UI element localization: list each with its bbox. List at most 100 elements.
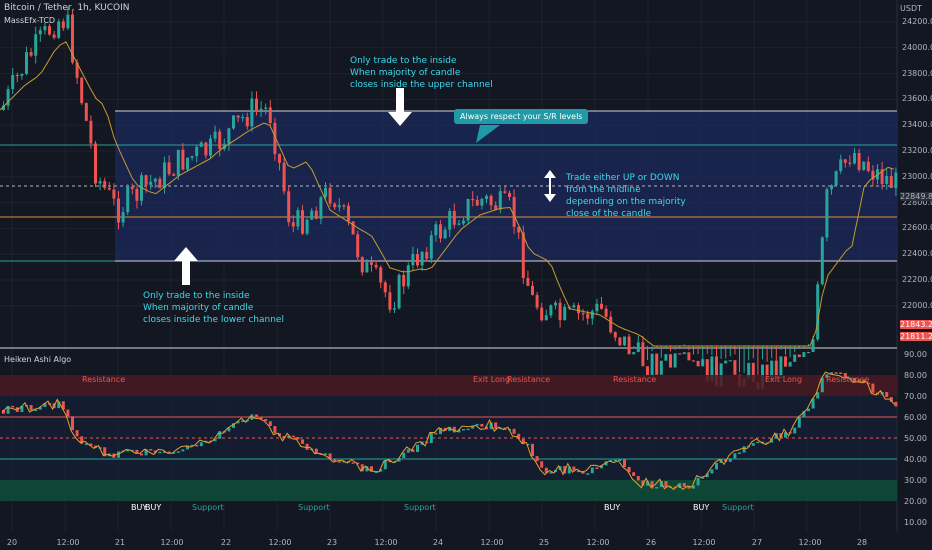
oscillator-candle — [11, 405, 15, 408]
candle-body — [747, 362, 751, 379]
candle-body — [388, 292, 392, 310]
support-zone — [0, 480, 897, 501]
date-axis-label: 26 — [645, 538, 657, 547]
oscillator-candle — [103, 447, 107, 457]
candle-body — [512, 196, 516, 227]
candle-body — [636, 342, 640, 353]
candle-body — [34, 34, 38, 56]
oscillator-candle — [236, 421, 240, 424]
candle-body — [889, 176, 893, 189]
indicator-label-tcd[interactable]: MassEfx-TCD — [4, 16, 56, 25]
indicator-panel-title[interactable]: Heiken Ashi Algo — [4, 355, 72, 364]
oscillator-candle — [590, 467, 594, 474]
oscillator-candle — [738, 452, 741, 454]
candle-body — [48, 26, 51, 35]
candle-body — [204, 142, 208, 156]
candle-body — [724, 360, 728, 364]
candle-body — [549, 305, 553, 316]
candle-body — [80, 77, 84, 104]
candle-body — [701, 359, 705, 367]
candle-body — [135, 188, 139, 201]
candle-body — [632, 352, 636, 355]
oscillator-candle — [416, 444, 419, 453]
candle-body — [406, 265, 410, 287]
oscillator-candle — [715, 462, 718, 470]
price-axis-label: 22200.0 — [902, 275, 932, 284]
candle-body — [577, 305, 580, 314]
oscillator-candle — [365, 466, 369, 472]
resistance-label: Resistance — [826, 375, 870, 384]
candle-body — [319, 197, 323, 219]
buy-label: BUY — [145, 503, 162, 512]
oscillator-candle — [793, 427, 797, 434]
oscillator-candle — [632, 472, 636, 476]
candle-body — [825, 189, 829, 238]
annotation-lower-line-2: When majority of candle — [143, 303, 254, 313]
oscillator-candle — [163, 451, 166, 453]
oscillator-candle — [140, 453, 143, 456]
annotation-mid-line-4: close of the candle — [566, 209, 652, 219]
oscillator-candle — [586, 473, 590, 475]
candle-body — [475, 199, 479, 206]
candle-body — [383, 282, 387, 293]
oscillator-candle — [604, 461, 608, 466]
candle-body — [807, 351, 810, 354]
oscillator-candle — [733, 453, 737, 459]
annotation-upper: Only trade to the inside When majority o… — [350, 55, 493, 91]
candle-body — [848, 162, 852, 164]
candle-body — [503, 191, 507, 193]
oscillator-candle — [291, 435, 295, 438]
annotation-upper-line-2: When majority of candle — [350, 68, 461, 78]
oscillator-candle — [397, 457, 401, 462]
candle-body — [595, 303, 599, 312]
exit-long-label: Exit Long — [473, 375, 511, 384]
double-arrow-icon — [544, 170, 556, 178]
candle-body — [673, 353, 677, 368]
oscillator-candle — [531, 443, 534, 457]
midline-price-tag: 22849.8 — [900, 192, 932, 201]
candle-body — [209, 138, 212, 156]
candle-body — [788, 361, 792, 367]
candle-body — [144, 175, 148, 185]
date-axis-label: 20 — [6, 538, 18, 547]
price-axis-label: 22600.0 — [902, 223, 932, 233]
candle-body — [167, 162, 171, 175]
oscillator-candle — [871, 383, 875, 393]
price-axis-label: 22000.0 — [902, 300, 932, 310]
candle-body — [554, 302, 557, 306]
second-price-tag: 21811.2 — [900, 332, 932, 341]
indicator-axis-label: 60.00 — [904, 413, 927, 422]
candle-body — [627, 336, 631, 355]
oscillator-candle — [820, 377, 824, 393]
candle-body — [310, 210, 314, 220]
oscillator-candle — [94, 445, 97, 448]
oscillator-candle — [802, 411, 806, 418]
oscillator-candle — [807, 408, 810, 412]
oscillator-candle — [287, 435, 291, 439]
oscillator-candle — [535, 456, 539, 462]
candle-body — [2, 105, 5, 110]
candle-body — [227, 128, 231, 144]
oscillator-candle — [894, 401, 898, 407]
oscillator-signal-line — [1, 371, 895, 491]
oscillator-candle — [696, 477, 700, 486]
symbol-title: Bitcoin / Tether, 1h, KUCOIN — [4, 3, 129, 13]
oscillator-candle — [636, 475, 640, 481]
oscillator-candle — [199, 442, 203, 447]
candle-body — [793, 354, 797, 362]
candle-body — [572, 305, 576, 308]
oscillator-candle — [301, 439, 304, 444]
candle-body — [305, 219, 309, 234]
oscillator-candle — [411, 449, 415, 453]
candle-body — [245, 116, 249, 127]
oscillator-candle — [71, 416, 74, 431]
candle-body — [25, 52, 28, 74]
candle-body — [181, 149, 185, 170]
candle-body — [379, 267, 383, 283]
indicator-axis-label: 40.00 — [904, 455, 927, 464]
candle-body — [682, 352, 686, 355]
oscillator-candle — [190, 444, 194, 447]
oscillator-candle — [80, 436, 84, 444]
oscillator-candle — [521, 438, 525, 445]
